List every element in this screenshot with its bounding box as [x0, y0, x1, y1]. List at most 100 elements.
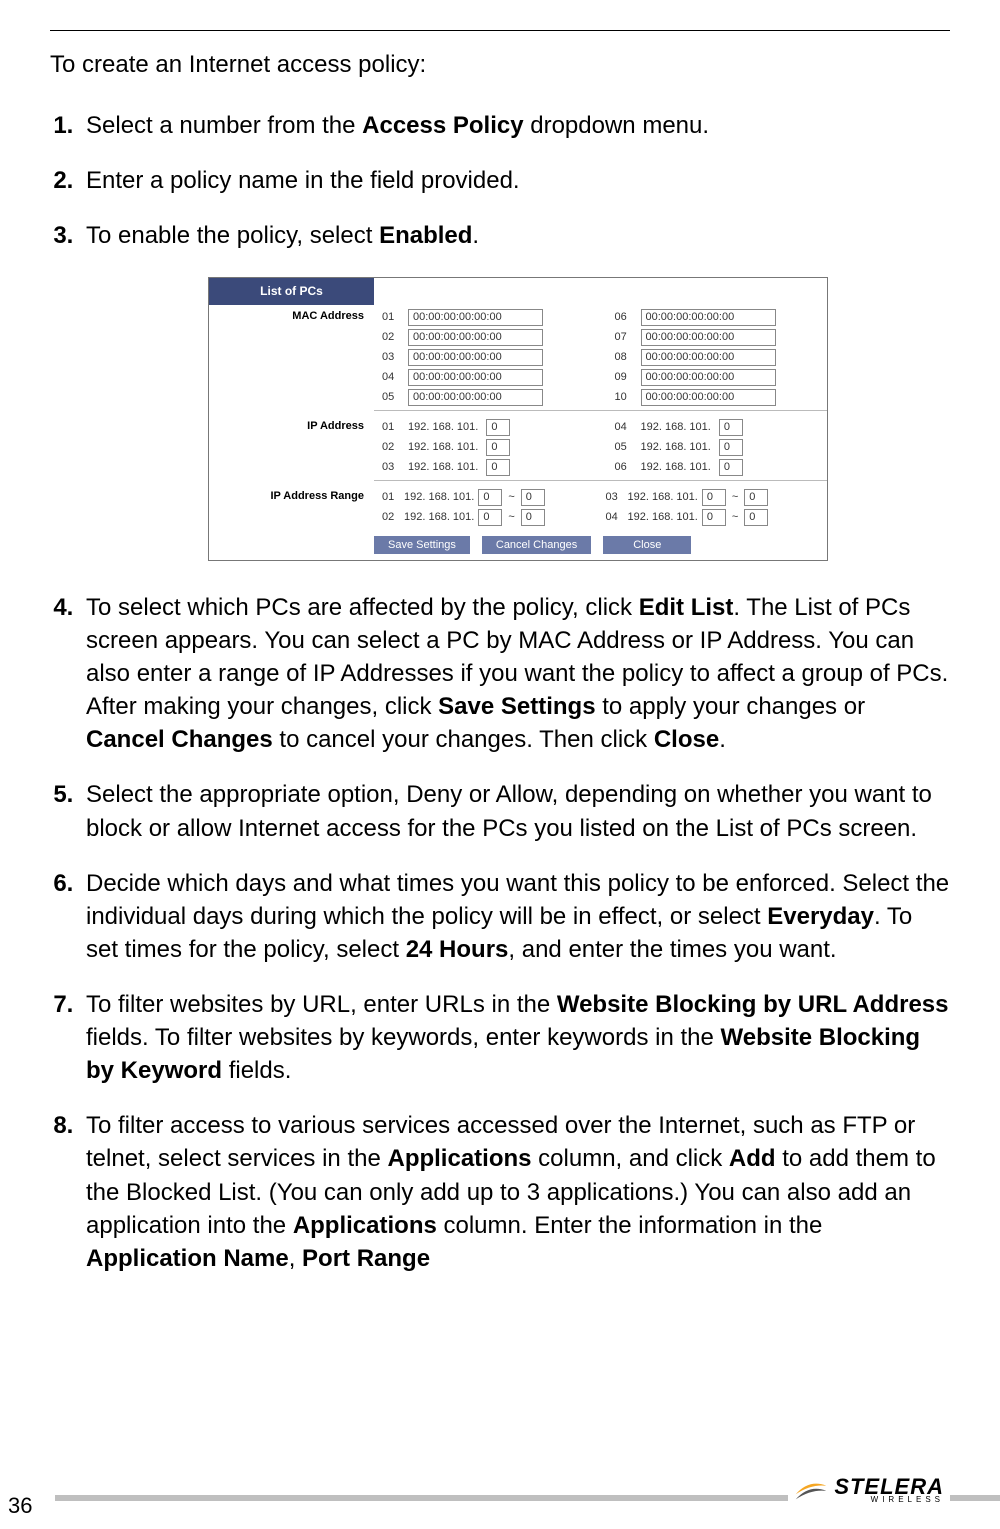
s8h: Application Name — [86, 1245, 289, 1272]
save-settings-button[interactable]: Save Settings — [374, 536, 470, 554]
s8f: Applications — [293, 1212, 437, 1239]
range-row: 04 192. 168. 101. ~ — [606, 509, 820, 526]
ip-row: 05192. 168. 101. — [615, 439, 820, 456]
range-from-input[interactable] — [478, 509, 502, 526]
ip-row: 03 192. 168. 101. — [382, 459, 587, 476]
row-num: 06 — [615, 310, 633, 325]
rule-top — [50, 30, 950, 31]
ip-label: IP Address — [209, 415, 374, 480]
s7e: fields. — [222, 1057, 291, 1084]
mac-input[interactable] — [641, 389, 776, 406]
step1-b: Access Policy — [362, 112, 523, 139]
mac-row: 02 — [382, 329, 587, 346]
s7a: To filter websites by URL, enter URLs in… — [86, 991, 557, 1018]
step3-b: Enabled — [379, 222, 472, 249]
row-num: 01 — [382, 490, 400, 505]
step1-a: Select a number from the — [86, 112, 362, 139]
close-button[interactable]: Close — [603, 536, 691, 554]
mac-input[interactable] — [408, 349, 543, 366]
step3-c: . — [472, 222, 479, 249]
mac-input[interactable] — [408, 329, 543, 346]
mac-row: 10 — [615, 389, 820, 406]
ip-last-octet-input[interactable] — [719, 439, 743, 456]
row-num: 09 — [615, 370, 633, 385]
mac-input[interactable] — [641, 349, 776, 366]
ip-prefix: 192. 168. 101. — [408, 440, 478, 455]
s4h: Close — [654, 726, 719, 753]
intro-text: To create an Internet access policy: — [50, 51, 950, 79]
tilde: ~ — [730, 490, 740, 505]
s8i: , — [289, 1245, 302, 1272]
mac-label: MAC Address — [209, 305, 374, 410]
range-to-input[interactable] — [521, 489, 545, 506]
ip-last-octet-input[interactable] — [719, 459, 743, 476]
row-num: 02 — [382, 510, 400, 525]
range-label: IP Address Range — [209, 485, 374, 530]
mac-input[interactable] — [408, 389, 543, 406]
range-to-input[interactable] — [521, 509, 545, 526]
ip-last-octet-input[interactable] — [486, 419, 510, 436]
mac-input[interactable] — [641, 309, 776, 326]
steps-list: Select a number from the Access Policy d… — [50, 109, 950, 1275]
row-num: 03 — [382, 460, 400, 475]
row-num: 04 — [606, 510, 624, 525]
range-row: 01192. 168. 101.~ — [382, 489, 596, 506]
range-to-input[interactable] — [744, 489, 768, 506]
s7c: fields. To filter websites by keywords, … — [86, 1024, 721, 1051]
ip-last-octet-input[interactable] — [486, 459, 510, 476]
s6d: 24 Hours — [406, 936, 509, 963]
s4f: Cancel Changes — [86, 726, 273, 753]
ip-prefix: 192. 168. 101. — [408, 460, 478, 475]
range-to-input[interactable] — [744, 509, 768, 526]
mac-input[interactable] — [641, 329, 776, 346]
brand-logo: STELERA WIRELESS — [788, 1477, 950, 1504]
tilde: ~ — [730, 510, 740, 525]
row-num: 03 — [606, 490, 624, 505]
ip-row: 01 192. 168. 101. — [382, 419, 587, 436]
ip-last-octet-input[interactable] — [719, 419, 743, 436]
swoosh-icon — [794, 1477, 828, 1503]
ip-prefix: 192. 168. 101. — [641, 460, 711, 475]
row-num: 06 — [615, 460, 633, 475]
s4d: Save Settings — [438, 693, 595, 720]
step-3: To enable the policy, select Enabled. Li… — [80, 219, 950, 561]
row-num: 01 — [382, 420, 400, 435]
ip-prefix: 192. 168. 101. — [641, 420, 711, 435]
ip-prefix: 192. 168. 101. — [404, 490, 474, 505]
row-num: 04 — [615, 420, 633, 435]
step3-a: To enable the policy, select — [86, 222, 379, 249]
cancel-changes-button[interactable]: Cancel Changes — [482, 536, 591, 554]
mac-row: 06 — [615, 309, 820, 326]
mac-row: 08 — [615, 349, 820, 366]
step1-c: dropdown menu. — [524, 112, 709, 139]
row-num: 07 — [615, 330, 633, 345]
mac-row: 09 — [615, 369, 820, 386]
step-8: To filter access to various services acc… — [80, 1109, 950, 1275]
range-row: 02192. 168. 101.~ — [382, 509, 596, 526]
mac-row: 04 — [382, 369, 587, 386]
s8g: column. Enter the information in the — [437, 1212, 823, 1239]
s4b: Edit List — [639, 594, 734, 621]
row-num: 05 — [615, 440, 633, 455]
range-from-input[interactable] — [702, 489, 726, 506]
fig-header: List of PCs — [209, 278, 374, 305]
step-6: Decide which days and what times you wan… — [80, 867, 950, 966]
step-2: Enter a policy name in the field provide… — [80, 164, 950, 197]
ip-prefix: 192. 168. 101. — [408, 420, 478, 435]
row-num: 08 — [615, 350, 633, 365]
ip-prefix: 192. 168. 101. — [404, 510, 474, 525]
mac-input[interactable] — [408, 369, 543, 386]
s6b: Everyday — [767, 903, 874, 930]
row-num: 04 — [382, 370, 400, 385]
row-num: 02 — [382, 440, 400, 455]
ip-prefix: 192. 168. 101. — [628, 510, 698, 525]
step-1: Select a number from the Access Policy d… — [80, 109, 950, 142]
ip-last-octet-input[interactable] — [486, 439, 510, 456]
mac-input[interactable] — [408, 309, 543, 326]
range-from-input[interactable] — [478, 489, 502, 506]
s4g: to cancel your changes. Then click — [273, 726, 654, 753]
page-footer: 36 STELERA WIRELESS — [0, 1483, 1000, 1529]
mac-input[interactable] — [641, 369, 776, 386]
range-from-input[interactable] — [702, 509, 726, 526]
brand-name: STELERA — [834, 1477, 944, 1497]
